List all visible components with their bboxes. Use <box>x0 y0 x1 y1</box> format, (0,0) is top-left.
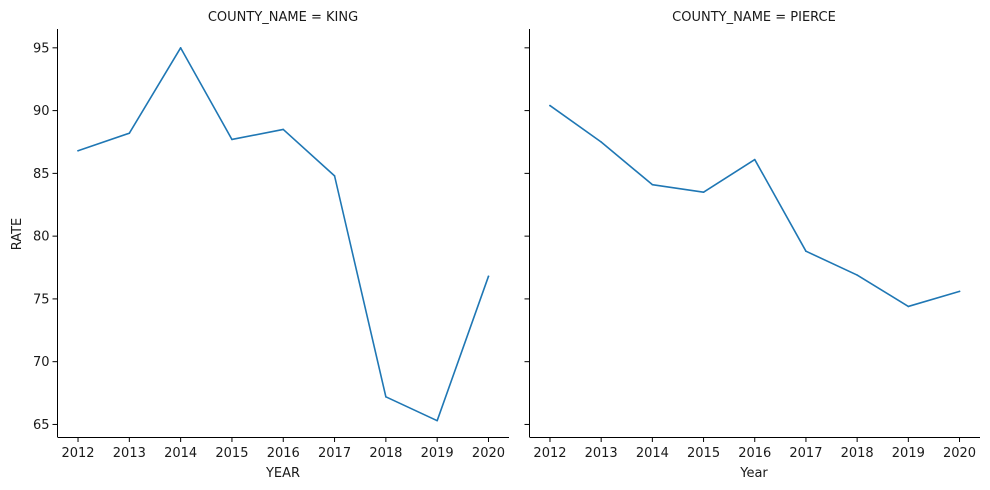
x-axis-title: YEAR <box>265 466 300 481</box>
x-tick-label: 2019 <box>421 446 454 461</box>
x-tick-label: 2017 <box>789 446 822 461</box>
x-ticks: 2012 2013 2014 2015 2016 2017 2018 2019 2020 <box>533 437 976 461</box>
y-axis-title: RATE <box>10 218 25 251</box>
x-tick-label: 2018 <box>841 446 874 461</box>
x-tick-label: 2013 <box>585 446 618 461</box>
y-tick-label: 90 <box>33 104 50 119</box>
data-point <box>436 419 438 422</box>
x-tick-label: 2012 <box>533 446 566 461</box>
data-point <box>856 274 858 276</box>
x-tick-label: 2020 <box>472 446 505 461</box>
data-point <box>549 104 551 107</box>
x-ticks: 2012 2013 2014 2015 2016 2017 2018 2019 2020 <box>61 437 505 461</box>
x-axis-title: Year <box>739 466 768 481</box>
x-tick-label: 2019 <box>892 446 925 461</box>
y-tick-label: 80 <box>33 230 50 245</box>
x-tick-label: 2014 <box>164 446 197 461</box>
data-point <box>282 128 285 131</box>
x-tick-label: 2018 <box>369 446 402 461</box>
x-tick-label: 2014 <box>636 446 669 461</box>
data-point <box>385 396 387 398</box>
y-ticks: 65 70 75 80 85 90 95 <box>33 41 58 433</box>
series-pierce <box>549 104 961 308</box>
data-point <box>805 250 807 253</box>
x-tick-label: 2013 <box>113 446 146 461</box>
data-point <box>487 275 490 278</box>
panel-pierce: COUNTY_NAME = PIERCE 2012 2013 2014 2015 201… <box>524 10 980 481</box>
x-tick-label: 2015 <box>215 446 248 461</box>
data-point <box>702 191 705 193</box>
y-tick-label: 75 <box>33 292 50 307</box>
panel-title: COUNTY_NAME = PIERCE <box>672 10 836 25</box>
x-tick-label: 2015 <box>687 446 720 461</box>
data-point <box>128 132 131 134</box>
data-point <box>179 47 182 49</box>
x-tick-label: 2016 <box>267 446 300 461</box>
data-point <box>77 149 79 152</box>
data-point <box>333 175 336 177</box>
y-tick-label: 95 <box>33 41 50 56</box>
data-point <box>753 158 756 161</box>
y-tick-label: 85 <box>33 167 50 182</box>
series-line <box>549 104 961 308</box>
y-ticks <box>524 47 530 425</box>
data-point <box>907 305 910 308</box>
series-king <box>77 47 490 422</box>
panel-title: COUNTY_NAME = KING <box>208 10 358 25</box>
x-tick-label: 2020 <box>943 446 976 461</box>
data-point <box>231 138 233 141</box>
series-line <box>77 47 490 422</box>
data-point <box>600 141 602 143</box>
y-tick-label: 65 <box>33 418 50 433</box>
x-tick-label: 2017 <box>318 446 351 461</box>
x-tick-label: 2016 <box>738 446 771 461</box>
data-point <box>651 183 654 186</box>
y-tick-label: 70 <box>33 355 50 370</box>
x-tick-label: 2012 <box>61 446 94 461</box>
data-point <box>958 290 961 293</box>
